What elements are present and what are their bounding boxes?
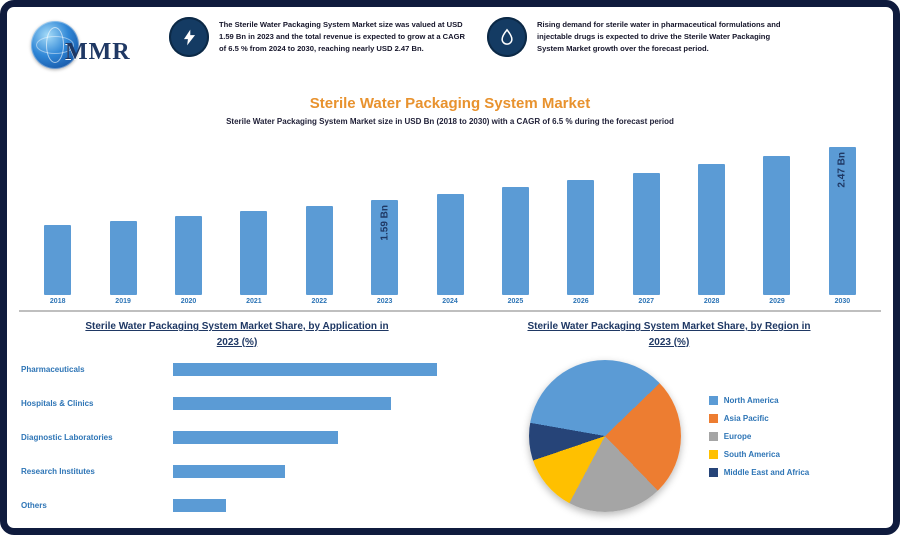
hbar-row: Hospitals & Clinics (21, 397, 453, 410)
application-share-title: Sterile Water Packaging System Market Sh… (21, 319, 453, 350)
bar (567, 180, 595, 295)
pie-chart (528, 360, 681, 512)
legend-label: Asia Pacific (723, 413, 769, 423)
hbar-row: Others (21, 499, 453, 512)
legend-item: Asia Pacific (708, 413, 810, 423)
region-share-section: Sterile Water Packaging System Market Sh… (459, 319, 879, 512)
hbar (173, 397, 391, 410)
legend-item: South America (708, 449, 810, 459)
region-share-title-line1: Sterile Water Packaging System Market Sh… (527, 321, 811, 332)
legend-item: North America (708, 395, 810, 405)
page-title: Sterile Water Packaging System Market (309, 95, 591, 112)
legend-label: North America (723, 395, 779, 405)
hbar (173, 499, 226, 512)
bar-column: 2027 (614, 173, 679, 305)
bar: 2.47 Bn (828, 147, 856, 295)
x-axis-label: 2020 (180, 298, 197, 305)
bar-column: 2026 (548, 180, 613, 305)
bar-column: 2028 (679, 164, 744, 305)
bar (436, 194, 464, 295)
page-subtitle: Sterile Water Packaging System Market si… (226, 117, 674, 126)
legend-swatch (708, 431, 718, 441)
section-divider (19, 310, 881, 312)
x-axis-label: 2022 (311, 298, 328, 305)
bar: 1.59 Bn (371, 200, 399, 295)
bar-value-label: 2.47 Bn (836, 152, 848, 188)
bar-column: 2029 (744, 156, 809, 305)
application-share-title-line1: Sterile Water Packaging System Market Sh… (85, 321, 389, 332)
legend-item: Middle East and Africa (708, 467, 810, 477)
x-axis-label: 2021 (246, 298, 262, 305)
x-axis-label: 2024 (442, 298, 458, 305)
legend-swatch (708, 395, 718, 405)
x-axis-label: 2019 (115, 298, 131, 305)
bar-column: 2021 (221, 211, 286, 305)
bar-column: 2024 (417, 194, 482, 305)
x-axis-label: 2028 (703, 298, 720, 305)
header: MMR The Sterile Water Packaging System M… (21, 17, 879, 79)
bar-value-label: 1.59 Bn (379, 205, 391, 241)
x-axis-label: 2026 (573, 298, 589, 305)
bar (109, 221, 137, 295)
market-driver-info-block: Rising demand for sterile water in pharm… (487, 17, 789, 57)
bar-column: 2.47 Bn 2030 (810, 147, 875, 305)
bar (763, 156, 791, 295)
bar-column: 2020 (156, 216, 221, 305)
market-size-summary-text: The Sterile Water Packaging System Marke… (219, 20, 466, 53)
hbar-label: Others (21, 501, 47, 510)
hbar-label: Research Institutes (21, 467, 95, 476)
bar (632, 173, 660, 295)
legend-swatch (708, 413, 718, 423)
bar-column: 2018 (25, 225, 90, 305)
hbar-row: Research Institutes (21, 465, 453, 478)
lightning-icon (169, 17, 209, 57)
hbar-row: Pharmaceuticals (21, 363, 453, 376)
bar (44, 225, 72, 295)
hbar (173, 431, 338, 444)
mmr-logo: MMR (21, 17, 153, 79)
market-driver-summary-text: Rising demand for sterile water in pharm… (537, 20, 781, 53)
hbar-row: Diagnostic Laboratories (21, 431, 453, 444)
water-drop-icon (487, 17, 527, 57)
globe-icon (31, 21, 79, 69)
hbar-label: Pharmaceuticals (21, 365, 85, 374)
hbar (173, 465, 285, 478)
application-share-section: Sterile Water Packaging System Market Sh… (21, 319, 453, 512)
x-axis-label: 2025 (507, 298, 524, 305)
legend-label: Europe (723, 431, 752, 441)
bar (501, 187, 529, 295)
legend-item: Europe (708, 431, 810, 441)
market-size-info-block: The Sterile Water Packaging System Marke… (169, 17, 471, 57)
bar (174, 216, 202, 295)
pie-legend: North America Asia Pacific Europe South Ame… (708, 395, 810, 477)
legend-swatch (708, 467, 718, 477)
bar (698, 164, 726, 295)
hbar-label: Diagnostic Laboratories (21, 433, 113, 442)
bar-column: 1.59 Bn 2023 (352, 200, 417, 305)
x-axis-label: 2030 (834, 298, 851, 305)
bar-chart: 2018 2019 2020 2021 2022 1.59 Bn 2023 2024 2025 2… (25, 135, 875, 305)
application-share-title-line2: 2023 (%) (216, 336, 258, 348)
hbar (173, 363, 437, 376)
legend-label: Middle East and Africa (723, 467, 810, 477)
x-axis-label: 2018 (49, 298, 66, 305)
bar-column: 2022 (287, 206, 352, 305)
pie-chart-wrap: North America Asia Pacific Europe South Ame… (459, 360, 879, 512)
x-axis-label: 2023 (376, 298, 393, 305)
hbar-label: Hospitals & Clinics (21, 399, 94, 408)
region-share-title-line2: 2023 (%) (648, 336, 690, 348)
x-axis-label: 2027 (638, 298, 654, 305)
bar-column: 2019 (90, 221, 155, 305)
logo-text: MMR (65, 39, 131, 65)
bar (305, 206, 333, 295)
bar-column: 2025 (483, 187, 548, 305)
bar (240, 211, 268, 295)
legend-swatch (708, 449, 718, 459)
legend-label: South America (723, 449, 780, 459)
hbar-chart: Pharmaceuticals Hospitals & Clinics Diagno… (21, 363, 453, 512)
region-share-title: Sterile Water Packaging System Market Sh… (459, 319, 879, 350)
x-axis-label: 2029 (769, 298, 785, 305)
